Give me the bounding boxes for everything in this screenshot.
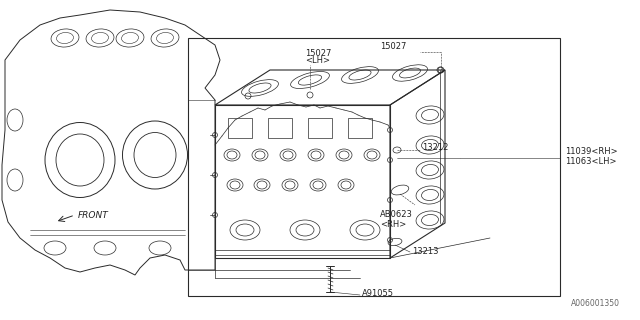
Bar [228,118,252,138]
Bar [188,38,560,296]
Bar [308,118,332,138]
Text: FRONT: FRONT [78,211,109,220]
Text: 15027: 15027 [380,42,406,51]
Bar [268,118,292,138]
Text: A006001350: A006001350 [571,299,620,308]
Text: 13213: 13213 [412,247,438,257]
Text: 15027: 15027 [305,49,332,58]
Text: AB0623: AB0623 [380,210,413,219]
Text: <RH>: <RH> [380,220,406,229]
Text: A91055: A91055 [362,290,394,299]
Text: 11039<RH>: 11039<RH> [565,148,618,156]
Text: 11063<LH>: 11063<LH> [565,157,616,166]
Bar [348,118,372,138]
Text: <LH>: <LH> [305,56,330,65]
Text: 13212: 13212 [422,143,449,153]
